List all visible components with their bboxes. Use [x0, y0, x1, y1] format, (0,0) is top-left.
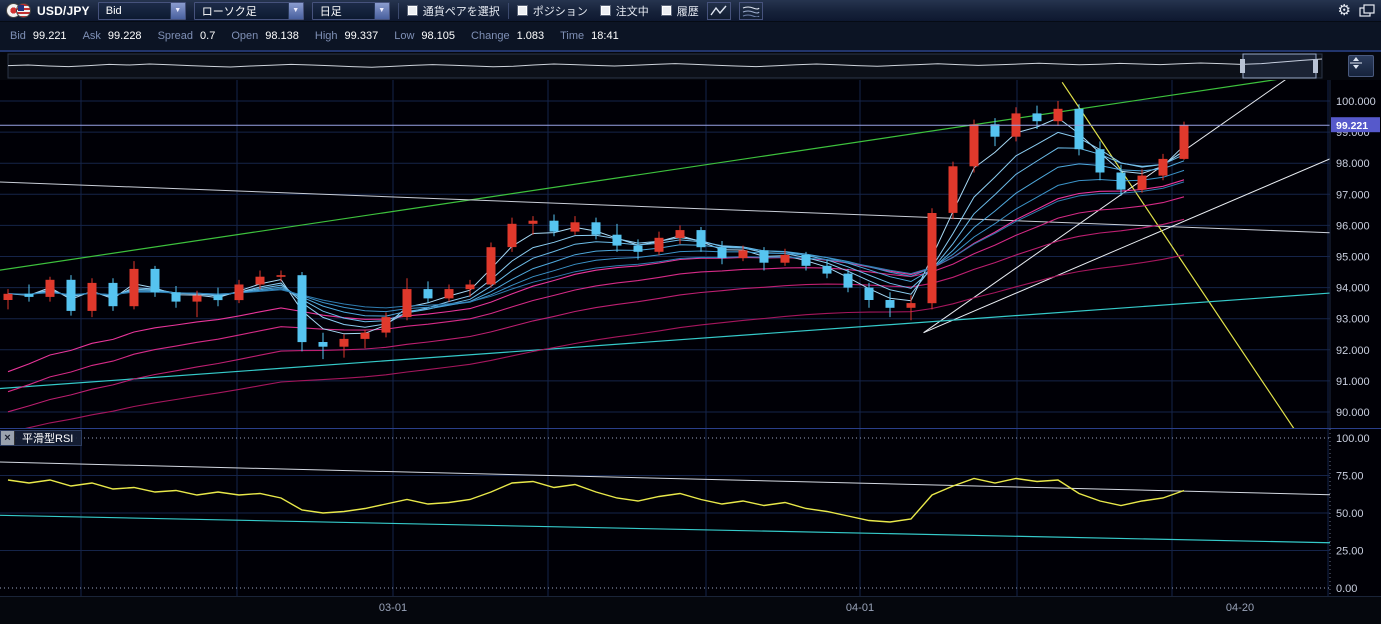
- quote-label: Change: [471, 30, 510, 42]
- quote-ask: Ask 99.228: [83, 30, 142, 42]
- candlestick-chart-canvas[interactable]: 100.00099.00098.00097.00096.00095.00094.…: [0, 80, 1381, 428]
- quote-label: High: [315, 30, 338, 42]
- quote-label: Ask: [83, 30, 101, 42]
- rsi-label: 平滑型RSI: [20, 430, 73, 446]
- time-axis[interactable]: 03-01 04-01 04-20: [0, 596, 1381, 624]
- svg-text:75.00: 75.00: [1336, 471, 1364, 483]
- time-tick-label: 04-20: [1226, 602, 1254, 614]
- quote-change: Change 1.083: [471, 30, 544, 42]
- svg-text:50.00: 50.00: [1336, 508, 1364, 520]
- quote-value: 18:41: [591, 30, 619, 42]
- navigator-minichart[interactable]: [0, 52, 1381, 80]
- window-layout-icon[interactable]: [1359, 4, 1375, 18]
- svg-text:93.000: 93.000: [1336, 314, 1370, 326]
- price-type-value: Bid: [106, 5, 122, 17]
- quote-value: 99.337: [345, 30, 379, 42]
- checkbox-box[interactable]: [517, 5, 528, 16]
- quote-value: 99.228: [108, 30, 142, 42]
- chevron-down-icon[interactable]: ▼: [288, 3, 303, 19]
- currency-pair-label: USD/JPY: [37, 4, 90, 18]
- quote-open: Open 98.138: [231, 30, 299, 42]
- svg-text:100.000: 100.000: [1336, 96, 1376, 108]
- quote-value: 0.7: [200, 30, 215, 42]
- quote-label: Spread: [158, 30, 193, 42]
- timeframe-dropdown[interactable]: 日足 ▼: [312, 2, 390, 20]
- toolbar-separator: [398, 3, 399, 19]
- scale-toggle-button[interactable]: [1348, 55, 1374, 77]
- select-pair-checkbox[interactable]: 通貨ペアを選択: [407, 3, 500, 19]
- toolbar-separator: [508, 3, 509, 19]
- checkbox-box[interactable]: [600, 5, 611, 16]
- svg-text:95.000: 95.000: [1336, 251, 1370, 263]
- svg-text:90.000: 90.000: [1336, 407, 1370, 419]
- toolbar: USD/JPY Bid ▼ ローソク足 ▼ 日足 ▼ 通貨ペアを選択 ポジション…: [0, 0, 1381, 22]
- quote-label: Low: [394, 30, 414, 42]
- rsi-close-button[interactable]: ×: [1, 431, 15, 445]
- chevron-down-icon[interactable]: ▼: [170, 3, 185, 19]
- quote-spread: Spread 0.7: [158, 30, 216, 42]
- svg-text:97.000: 97.000: [1336, 189, 1370, 201]
- time-tick-label: 03-01: [379, 602, 407, 614]
- quote-label: Time: [560, 30, 584, 42]
- svg-text:100.00: 100.00: [1336, 433, 1370, 445]
- stacked-windows-icon: [1359, 4, 1375, 18]
- toolbar-checkbox-0[interactable]: ポジション: [517, 3, 588, 19]
- quote-value: 98.138: [265, 30, 299, 42]
- indicator-tool-button[interactable]: [739, 2, 763, 20]
- vertical-arrows-icon: [1349, 56, 1363, 70]
- price-type-dropdown[interactable]: Bid ▼: [98, 2, 186, 20]
- toolbar-checkbox-1[interactable]: 注文中: [600, 3, 649, 19]
- quote-bid: Bid 99.221: [10, 30, 67, 42]
- layered-lines-icon: [742, 5, 760, 17]
- currency-pair-group: USD/JPY: [6, 3, 90, 19]
- chart-type-value: ローソク足: [202, 3, 257, 19]
- svg-text:98.000: 98.000: [1336, 158, 1370, 170]
- checkbox-label: 注文中: [616, 3, 649, 19]
- quote-value: 1.083: [517, 30, 545, 42]
- svg-text:0.00: 0.00: [1336, 583, 1357, 595]
- rsi-chart-canvas[interactable]: 100.00 75.00 50.00 25.00 0.00: [0, 428, 1381, 596]
- us-flag-icon: [16, 3, 31, 18]
- zigzag-line-icon: [710, 5, 728, 17]
- svg-text:94.000: 94.000: [1336, 283, 1370, 295]
- checkbox-box[interactable]: [661, 5, 672, 16]
- trendline-tool-button[interactable]: [707, 2, 731, 20]
- quote-value: 98.105: [421, 30, 455, 42]
- toolbar-checkbox-2[interactable]: 履歴: [661, 3, 699, 19]
- quote-label: Open: [231, 30, 258, 42]
- chart-type-dropdown[interactable]: ローソク足 ▼: [194, 2, 304, 20]
- timeframe-value: 日足: [320, 3, 342, 19]
- quote-label: Bid: [10, 30, 26, 42]
- quote-value: 99.221: [33, 30, 67, 42]
- svg-text:91.000: 91.000: [1336, 376, 1370, 388]
- fx-trading-app: USD/JPY Bid ▼ ローソク足 ▼ 日足 ▼ 通貨ペアを選択 ポジション…: [0, 0, 1381, 624]
- currency-pair-flags-icon: [6, 3, 32, 19]
- chart-navigator[interactable]: [0, 52, 1381, 80]
- svg-text:25.00: 25.00: [1336, 546, 1364, 558]
- time-tick-label: 04-01: [846, 602, 874, 614]
- checkbox-label: ポジション: [533, 3, 588, 19]
- svg-text:96.000: 96.000: [1336, 220, 1370, 232]
- chevron-down-icon[interactable]: ▼: [374, 3, 389, 19]
- main-price-chart[interactable]: 100.00099.00098.00097.00096.00095.00094.…: [0, 80, 1381, 428]
- checkbox-box[interactable]: [407, 5, 418, 16]
- rsi-indicator-tab: × 平滑型RSI: [0, 430, 82, 446]
- select-pair-label: 通貨ペアを選択: [423, 3, 500, 19]
- quote-infobar: Bid 99.221 Ask 99.228 Spread 0.7 Open 98.138 Hig…: [0, 22, 1381, 50]
- quote-low: Low 98.105: [394, 30, 455, 42]
- svg-text:99.221: 99.221: [1336, 120, 1368, 132]
- svg-text:92.000: 92.000: [1336, 345, 1370, 357]
- settings-gear-icon[interactable]: ⚙: [1338, 3, 1351, 18]
- quote-time: Time 18:41: [560, 30, 619, 42]
- quote-high: High 99.337: [315, 30, 378, 42]
- rsi-panel[interactable]: 100.00 75.00 50.00 25.00 0.00 × 平滑型RSI: [0, 428, 1381, 596]
- checkbox-label: 履歴: [677, 3, 699, 19]
